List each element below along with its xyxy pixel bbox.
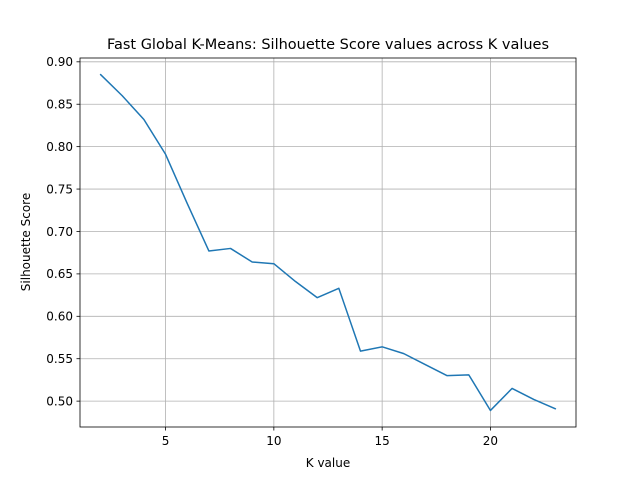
y-axis-label: Silhouette Score [19,193,33,291]
x-tick-label: 10 [266,434,281,448]
y-tick-label: 0.90 [46,55,73,69]
y-tick-label: 0.65 [46,267,73,281]
y-tick-label: 0.75 [46,182,73,196]
x-axis-ticks: 5 10 15 20 [162,427,498,448]
grid [80,58,576,427]
x-tick-label: 5 [162,434,170,448]
y-tick-label: 0.70 [46,225,73,239]
chart-title: Fast Global K-Means: Silhouette Score va… [107,37,549,53]
y-tick-label: 0.50 [46,394,73,408]
y-tick-label: 0.80 [46,140,73,154]
y-tick-label: 0.85 [46,98,73,112]
plot-frame [79,57,577,428]
series-line [99,73,557,412]
x-axis-label: K value [306,456,350,470]
x-tick-label: 20 [483,434,498,448]
y-tick-label: 0.60 [46,310,73,324]
x-tick-label: 15 [375,434,390,448]
y-tick-label: 0.55 [46,352,73,366]
y-axis-ticks: 0.50 0.55 0.60 0.65 0.70 0.75 0.80 0.85 0.90 [46,55,80,408]
